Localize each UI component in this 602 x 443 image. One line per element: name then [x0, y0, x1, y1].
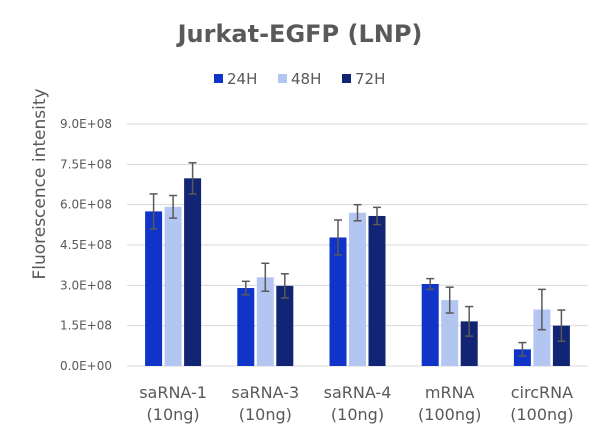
x-tick-label: mRNA: [425, 383, 475, 402]
y-tick-label: 3.0E+08: [60, 278, 112, 292]
y-tick-label: 9.0E+08: [60, 117, 112, 131]
y-axis-ticks: 0.0E+00 1.5E+08 3.0E+08 4.5E+08 6.0E+08 7.5E+…: [60, 117, 112, 373]
legend-label: 24H: [227, 70, 257, 88]
x-tick-label: (10ng): [239, 405, 292, 424]
bar: [329, 237, 347, 366]
bar: [184, 178, 202, 366]
x-tick-label: (100ng): [510, 405, 573, 424]
legend-swatch: [342, 74, 351, 83]
bar: [552, 325, 570, 366]
x-tick-label: saRNA-4: [324, 383, 392, 402]
x-tick-label: circRNA: [511, 383, 573, 402]
bar: [368, 215, 386, 366]
bar: [276, 285, 294, 366]
bar: [421, 283, 439, 366]
y-tick-label: 0.0E+00: [60, 359, 112, 373]
x-tick-label: (10ng): [147, 405, 200, 424]
x-tick-label: (10ng): [331, 405, 384, 424]
chart-title: Jurkat-EGFP (LNP): [176, 20, 423, 48]
legend-swatch: [214, 74, 223, 83]
x-tick-label: saRNA-1: [139, 383, 207, 402]
legend-swatch: [278, 74, 287, 83]
legend-label: 72H: [355, 70, 385, 88]
legend-label: 48H: [291, 70, 321, 88]
bar: [349, 212, 366, 366]
bar: [513, 349, 531, 366]
y-tick-label: 6.0E+08: [60, 198, 112, 212]
y-tick-label: 1.5E+08: [60, 319, 112, 333]
x-tick-label: (100ng): [418, 405, 481, 424]
bar: [460, 321, 478, 366]
x-axis-labels: saRNA-1 (10ng) saRNA-3 (10ng) saRNA-4 (10ng) m…: [139, 383, 573, 424]
y-axis-label: Fluorescence intensity: [30, 88, 50, 279]
legend: 24H 48H 72H: [214, 70, 385, 88]
y-tick-label: 4.5E+08: [60, 238, 112, 252]
y-tick-label: 7.5E+08: [60, 157, 112, 171]
bar: [256, 277, 274, 366]
bars: [145, 178, 570, 366]
bar: [145, 211, 163, 366]
bar: [533, 309, 551, 366]
bar: [164, 206, 182, 366]
bar: [441, 300, 459, 366]
error-bars: [149, 161, 566, 357]
x-tick-label: saRNA-3: [231, 383, 299, 402]
bar: [237, 288, 255, 366]
